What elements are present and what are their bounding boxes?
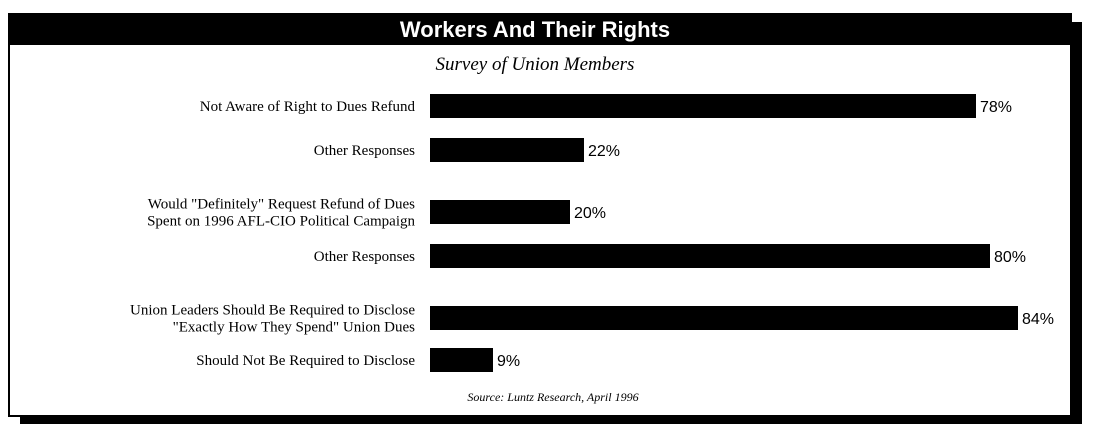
chart-source: Source: Luntz Research, April 1996 xyxy=(467,390,638,404)
category-label-4-line-1: "Exactly How They Spend" Union Dues xyxy=(173,320,416,336)
value-label-0: 78% xyxy=(980,99,1012,116)
value-label-5: 9% xyxy=(497,353,520,370)
category-label-3: Other Responses xyxy=(314,249,415,265)
chart-subtitle: Survey of Union Members xyxy=(436,54,635,75)
title-band xyxy=(9,14,1071,45)
category-label-5: Should Not Be Required to Disclose xyxy=(196,353,415,369)
category-label-2-line-0: Would "Definitely" Request Refund of Due… xyxy=(148,197,415,213)
bar-3 xyxy=(430,244,990,268)
bar-4 xyxy=(430,306,1018,330)
value-label-1: 22% xyxy=(588,143,620,160)
chart-title: Workers And Their Rights xyxy=(400,17,670,42)
bar-2 xyxy=(430,200,570,224)
bar-1 xyxy=(430,138,584,162)
category-label-2-line-1: Spent on 1996 AFL-CIO Political Campaign xyxy=(147,214,415,230)
category-label-1: Other Responses xyxy=(314,143,415,159)
bar-0 xyxy=(430,94,976,118)
value-label-4: 84% xyxy=(1022,311,1054,328)
bar-group: 78% Not Aware of Right to Dues Refund 22% O… xyxy=(130,94,1054,372)
value-label-2: 20% xyxy=(574,205,606,222)
category-label-0: Not Aware of Right to Dues Refund xyxy=(200,99,416,115)
bar-5 xyxy=(430,348,493,372)
category-label-4-line-0: Union Leaders Should Be Required to Disc… xyxy=(130,303,415,319)
value-label-3: 80% xyxy=(994,249,1026,266)
